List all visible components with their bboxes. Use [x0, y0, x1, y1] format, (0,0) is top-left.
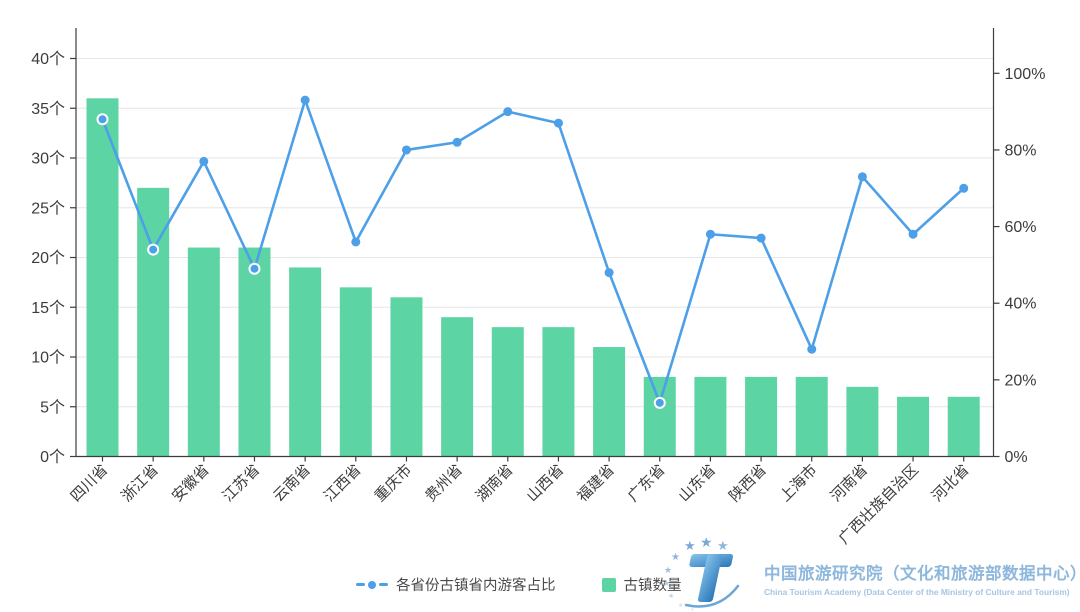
x-axis-label-江苏省: 江苏省 — [219, 461, 263, 505]
svg-text:★: ★ — [700, 538, 713, 550]
x-axis-label-陕西省: 陕西省 — [726, 461, 770, 505]
line-point-河南省 — [857, 172, 867, 182]
x-axis-label-江西省: 江西省 — [321, 461, 365, 505]
legend-label-tourist-share: 各省份古镇省内游客占比 — [396, 578, 556, 594]
left-axis-label: 25个 — [31, 199, 65, 217]
x-axis-label-河北省: 河北省 — [929, 461, 973, 505]
line-point-贵州省 — [452, 137, 462, 147]
x-axis-label-四川省: 四川省 — [67, 461, 111, 505]
bar-福建省 — [593, 347, 626, 457]
svg-text:★: ★ — [717, 538, 729, 553]
x-axis-label-湖南省: 湖南省 — [473, 461, 517, 505]
bar-江苏省 — [238, 247, 271, 457]
bar-河北省 — [947, 396, 980, 457]
line-point-山东省 — [705, 229, 715, 239]
x-axis-label-山西省: 山西省 — [523, 461, 567, 505]
left-axis-label: 15个 — [31, 299, 65, 317]
left-axis-label: 35个 — [31, 100, 65, 118]
svg-text:★: ★ — [684, 538, 696, 553]
line-point-河北省 — [959, 183, 969, 193]
svg-text:★: ★ — [668, 592, 674, 600]
bar-上海市 — [795, 376, 828, 457]
branding: ★ ★ ★ ★ ★ ★ ★ ★ ★ 中国旅游研究院（文化和旅游部数据中心） Ch… — [656, 538, 1080, 612]
line-point-安徽省 — [199, 156, 209, 166]
x-axis-label-河南省: 河南省 — [827, 461, 871, 505]
legend-item-town-count[interactable]: 古镇数量 — [601, 574, 682, 595]
line-point-山西省 — [553, 118, 563, 128]
line-point-福建省 — [604, 268, 614, 278]
bar-四川省 — [86, 98, 119, 457]
line-point-四川省 — [96, 113, 109, 126]
right-axis-label: 100% — [1005, 66, 1046, 83]
brand-title-en: China Tourism Academy (Data Center of th… — [764, 587, 1070, 597]
china-tourism-academy-logo-icon: ★ ★ ★ ★ ★ ★ ★ ★ ★ — [663, 538, 740, 612]
bar-山东省 — [694, 376, 727, 457]
line-series — [101, 98, 966, 405]
svg-text:★: ★ — [664, 565, 672, 575]
line-point-江西省 — [351, 237, 361, 247]
line-point-广东省 — [653, 396, 666, 409]
x-axis-label-山东省: 山东省 — [675, 461, 719, 505]
right-axis-label: 80% — [1005, 142, 1037, 159]
svg-text:★: ★ — [690, 607, 695, 612]
legend-label-town-count: 古镇数量 — [623, 578, 682, 594]
bar-湖南省 — [491, 327, 524, 457]
left-axis-label: 5个 — [40, 398, 65, 416]
svg-text:★: ★ — [663, 579, 670, 588]
x-axis-label-广东省: 广东省 — [625, 461, 669, 505]
svg-text:★: ★ — [678, 602, 683, 609]
bar-云南省 — [289, 267, 322, 457]
legend-item-tourist-share[interactable]: 各省份古镇省内游客占比 — [356, 574, 556, 595]
x-axis-label-福建省: 福建省 — [574, 461, 618, 505]
x-axis-label-浙江省: 浙江省 — [118, 461, 162, 505]
bar-江西省 — [339, 287, 372, 457]
bar-河南省 — [846, 386, 879, 457]
bar-广西壮族自治区 — [897, 396, 930, 457]
bar-山西省 — [542, 327, 575, 457]
brand-title-cn: 中国旅游研究院（文化和旅游部数据中心） — [764, 565, 1080, 583]
svg-text:★: ★ — [671, 552, 680, 563]
bar-series-marker-icon — [601, 577, 616, 592]
left-axis-label: 10个 — [31, 349, 65, 367]
line-point-浙江省 — [147, 243, 160, 256]
x-axis-label-贵州省: 贵州省 — [422, 461, 466, 505]
line-point-湖南省 — [503, 107, 513, 117]
right-axis-label: 20% — [1005, 372, 1037, 389]
x-axis-label-安徽省: 安徽省 — [169, 461, 213, 505]
left-axis-label: 20个 — [31, 249, 65, 267]
line-point-云南省 — [300, 95, 310, 105]
bar-安徽省 — [187, 247, 220, 457]
left-axis-label: 30个 — [31, 150, 65, 168]
line-point-江苏省 — [248, 262, 261, 275]
bar-贵州省 — [441, 317, 474, 457]
line-point-陕西省 — [756, 233, 766, 243]
line-series-marker-icon — [356, 580, 388, 589]
x-axis-label-上海市: 上海市 — [777, 461, 821, 505]
line-point-重庆市 — [401, 145, 411, 155]
bar-广东省 — [643, 376, 676, 457]
right-axis-label: 40% — [1005, 296, 1037, 313]
right-axis-label: 60% — [1005, 219, 1037, 236]
chart-legend: 各省份古镇省内游客占比 古镇数量 — [356, 574, 682, 595]
bar-陕西省 — [745, 376, 778, 457]
bar-重庆市 — [390, 297, 423, 457]
left-axis-label: 0个 — [40, 448, 65, 466]
line-point-上海市 — [807, 344, 817, 354]
right-axis-label: 0% — [1005, 449, 1028, 466]
x-axis-label-云南省: 云南省 — [270, 461, 314, 505]
x-axis-label-重庆市: 重庆市 — [371, 461, 415, 505]
left-axis-label: 40个 — [31, 50, 65, 68]
line-point-广西壮族自治区 — [908, 229, 918, 239]
